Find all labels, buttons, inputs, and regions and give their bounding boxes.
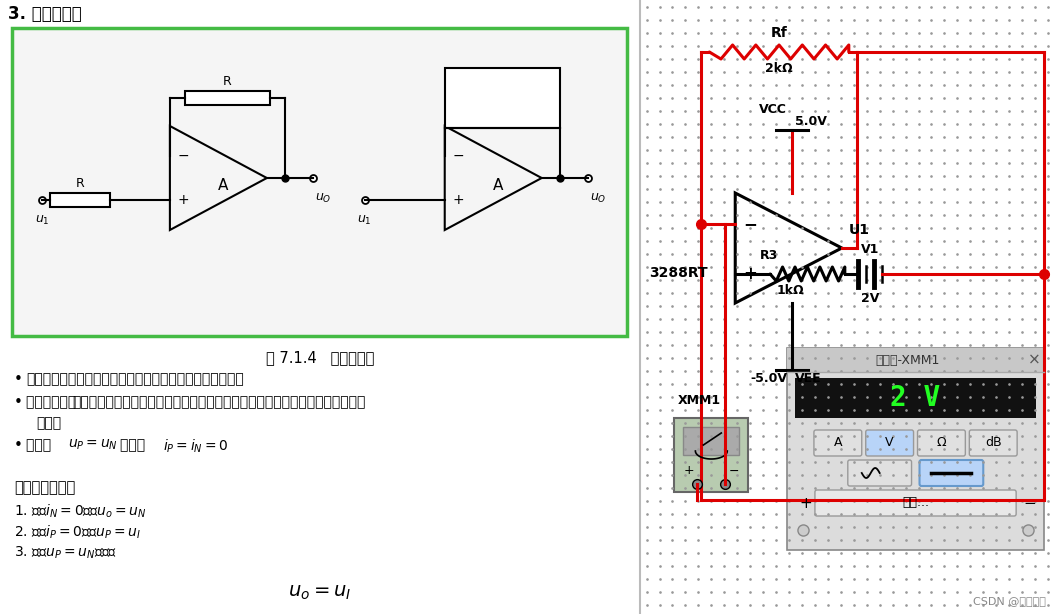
Text: 2 V: 2 V xyxy=(890,384,940,412)
Text: $u_O$: $u_O$ xyxy=(315,192,331,205)
Bar xyxy=(445,68,560,128)
Text: 2. 由于$i_P = 0$，则$u_P = u_I$: 2. 由于$i_P = 0$，则$u_P = u_I$ xyxy=(14,524,141,542)
Bar xyxy=(185,91,269,105)
Bar xyxy=(12,28,627,336)
Text: XMM1: XMM1 xyxy=(677,394,721,407)
Text: 2V: 2V xyxy=(861,292,878,305)
Text: 2kΩ: 2kΩ xyxy=(765,62,793,75)
FancyBboxPatch shape xyxy=(814,430,862,456)
FancyBboxPatch shape xyxy=(674,418,748,492)
Text: 1kΩ: 1kΩ xyxy=(776,284,804,297)
Text: 设置...: 设置... xyxy=(902,497,929,510)
Text: $u_P = u_N$: $u_P = u_N$ xyxy=(68,438,118,453)
FancyBboxPatch shape xyxy=(917,430,966,456)
Text: 3. 由于$u_P = u_N$，则：: 3. 由于$u_P = u_N$，则： xyxy=(14,545,117,561)
Text: +: + xyxy=(178,193,189,207)
Bar xyxy=(787,348,1044,372)
Text: −: − xyxy=(743,215,757,233)
Text: A: A xyxy=(833,437,842,449)
Bar xyxy=(684,427,740,455)
Text: $u_1$: $u_1$ xyxy=(35,214,49,227)
Text: 电压跟随器有: 电压跟随器有 xyxy=(26,395,81,409)
Text: •: • xyxy=(14,395,23,410)
Text: R3: R3 xyxy=(761,249,778,262)
Text: $u_O$: $u_O$ xyxy=(590,192,606,205)
Text: A: A xyxy=(492,179,503,193)
Text: V: V xyxy=(886,437,894,449)
Text: −: − xyxy=(452,149,464,163)
Text: −: − xyxy=(178,149,189,163)
Text: $u_1$: $u_1$ xyxy=(358,214,372,227)
Text: 图 7.1.4   电压跟随器: 图 7.1.4 电压跟随器 xyxy=(265,350,375,365)
FancyBboxPatch shape xyxy=(815,490,1016,516)
Text: +: + xyxy=(798,495,812,510)
Text: A: A xyxy=(218,179,228,193)
Text: V1: V1 xyxy=(861,243,878,256)
FancyBboxPatch shape xyxy=(919,460,984,486)
Text: $u_o = u_I$: $u_o = u_I$ xyxy=(288,583,351,602)
Text: −: − xyxy=(729,465,740,478)
Text: 高输入阻抗、低输出阻抗: 高输入阻抗、低输出阻抗 xyxy=(72,395,164,409)
Text: 作用。: 作用。 xyxy=(36,416,61,430)
Text: 3. 电压跟随器: 3. 电压跟随器 xyxy=(8,5,82,23)
Text: +: + xyxy=(684,465,694,478)
Text: 对于左图来说：: 对于左图来说： xyxy=(14,480,76,495)
Bar xyxy=(795,378,1036,418)
Text: CSDN @孔镜观栏: CSDN @孔镜观栏 xyxy=(973,596,1046,606)
Text: 3288RT: 3288RT xyxy=(649,266,708,280)
FancyBboxPatch shape xyxy=(848,460,911,486)
Text: dB: dB xyxy=(985,437,1002,449)
Text: Rf: Rf xyxy=(771,26,788,40)
Bar xyxy=(50,193,110,207)
Text: VCC: VCC xyxy=(760,103,787,116)
Text: •: • xyxy=(14,438,23,453)
Text: 虚短：: 虚短： xyxy=(26,438,60,452)
Text: R: R xyxy=(76,177,84,190)
FancyBboxPatch shape xyxy=(866,430,913,456)
Text: U1: U1 xyxy=(849,223,870,237)
Text: $i_P = i_N = 0$: $i_P = i_N = 0$ xyxy=(163,438,228,456)
FancyBboxPatch shape xyxy=(969,430,1017,456)
Text: •: • xyxy=(14,372,23,387)
FancyBboxPatch shape xyxy=(787,348,1044,550)
Text: 5.0V: 5.0V xyxy=(795,115,827,128)
Text: 将输出电压全部反馈到反向输入端，引入电压串联负反馈。: 将输出电压全部反馈到反向输入端，引入电压串联负反馈。 xyxy=(26,372,244,386)
Text: −: − xyxy=(1024,495,1036,510)
Text: 虚断：: 虚断： xyxy=(120,438,154,452)
Text: +: + xyxy=(743,265,757,283)
Text: +: + xyxy=(452,193,464,207)
Text: 万用表-XMM1: 万用表-XMM1 xyxy=(875,354,939,367)
Text: 的特点，故其可以在多级电路中起到阻抗匹配、隔离的: 的特点，故其可以在多级电路中起到阻抗匹配、隔离的 xyxy=(160,395,365,409)
Text: R: R xyxy=(223,75,231,88)
Text: 1. 由于$i_N = 0$，则$u_o = u_N$: 1. 由于$i_N = 0$，则$u_o = u_N$ xyxy=(14,503,147,521)
Text: Ω: Ω xyxy=(936,437,946,449)
Text: ×: × xyxy=(1028,352,1040,368)
Text: VEE: VEE xyxy=(795,372,822,385)
Text: -5.0V: -5.0V xyxy=(750,372,787,385)
